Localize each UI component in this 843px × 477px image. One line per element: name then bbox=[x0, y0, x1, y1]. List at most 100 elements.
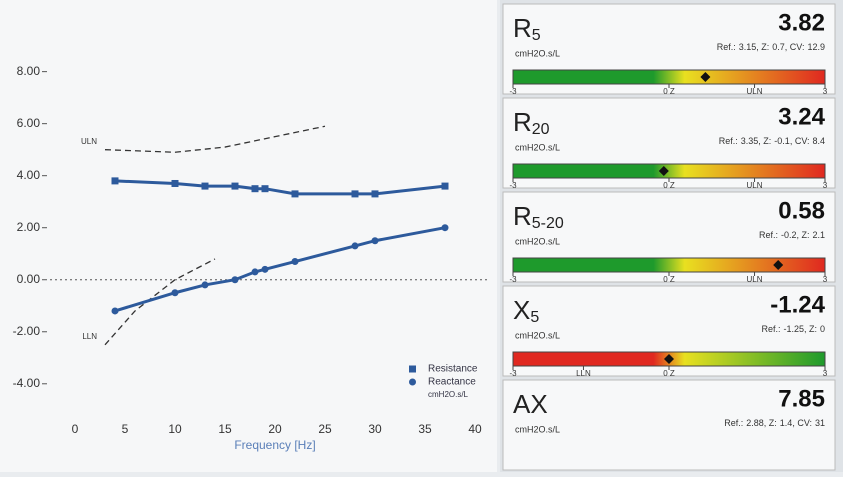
card-bg bbox=[502, 379, 836, 471]
gauge-label: 0 Z bbox=[663, 369, 675, 378]
ref-value: 2.88 bbox=[746, 418, 764, 428]
z-value: 0 bbox=[820, 324, 825, 334]
gauge-label: 3 bbox=[823, 275, 828, 284]
reference-info: Ref.: -0.2, Z: 2.1 bbox=[759, 230, 825, 240]
gauge-label: 0 Z bbox=[663, 181, 675, 190]
gauge-label: 0 Z bbox=[663, 87, 675, 96]
gauge-label: 3 bbox=[823, 87, 828, 96]
result-card: R5-20 0.58 cmH2O.s/L Ref.: -0.2, Z: 2.1 -3 0 Z U… bbox=[502, 191, 836, 284]
parameter-value: 3.82 bbox=[778, 9, 825, 36]
z-value: 0.7 bbox=[772, 42, 785, 52]
z-marker bbox=[664, 354, 674, 364]
result-card: X5 -1.24 cmH2O.s/L Ref.: -1.25, Z: 0 -3 LLN 0 Z 3 bbox=[502, 285, 836, 378]
parameter-name: R5 bbox=[513, 13, 541, 44]
cv-value: 31 bbox=[815, 418, 825, 428]
reference-info: Ref.: 3.35, Z: -0.1, CV: 8.4 bbox=[719, 136, 825, 146]
reference-info: Ref.: 3.15, Z: 0.7, CV: 12.9 bbox=[717, 42, 825, 52]
y-tick-label: 6.00 bbox=[17, 116, 41, 130]
parameter-name: R20 bbox=[513, 107, 550, 138]
result-card: R5 3.82 cmH2O.s/L Ref.: 3.15, Z: 0.7, CV: 12.9… bbox=[502, 3, 836, 96]
unit: cmH2O.s/L bbox=[515, 424, 560, 434]
reference-info: Ref.: 2.88, Z: 1.4, CV: 31 bbox=[724, 418, 825, 428]
gauge-label: -3 bbox=[509, 275, 517, 284]
point bbox=[231, 276, 239, 284]
cv-value: 8.4 bbox=[812, 136, 825, 146]
ref-label: Ref.: bbox=[724, 418, 743, 428]
ref-label: Ref.: bbox=[761, 324, 780, 334]
z-label: , Z: bbox=[804, 324, 817, 334]
point bbox=[351, 190, 359, 198]
z-marker bbox=[658, 166, 669, 176]
point bbox=[201, 281, 209, 289]
point bbox=[231, 182, 239, 190]
parameter-letter: R bbox=[513, 201, 532, 231]
gauge-label: LLN bbox=[576, 369, 591, 378]
gauge-label: 0 Z bbox=[663, 275, 675, 284]
point bbox=[111, 177, 119, 185]
legend-unit: cmH2O.s/L bbox=[428, 390, 469, 399]
ref-value: -0.2 bbox=[781, 230, 797, 240]
series-line bbox=[114, 179, 446, 196]
y-tick-label: 8.00 bbox=[17, 64, 41, 78]
reference-curve bbox=[104, 125, 326, 153]
ref-value: 3.15 bbox=[739, 42, 757, 52]
z-marker bbox=[700, 72, 711, 82]
ref-label: Ref.: bbox=[759, 230, 778, 240]
parameter-name: R5-20 bbox=[513, 201, 564, 232]
ref-label: Ref.: bbox=[719, 136, 738, 146]
point bbox=[371, 237, 379, 245]
x-tick-label: 30 bbox=[368, 422, 382, 436]
point bbox=[371, 190, 379, 198]
z-label: , Z: bbox=[756, 42, 769, 52]
parameter-name: AX bbox=[513, 389, 548, 419]
point bbox=[441, 224, 449, 232]
ref-value: -1.25 bbox=[783, 324, 804, 334]
unit: cmH2O.s/L bbox=[515, 48, 560, 58]
reference-info: Ref.: -1.25, Z: 0 bbox=[761, 324, 825, 334]
ref-label: Ref.: bbox=[717, 42, 736, 52]
point bbox=[171, 289, 179, 297]
parameter-subscript: 5-20 bbox=[532, 215, 564, 232]
parameter-name: X5 bbox=[513, 295, 539, 326]
chart-panel bbox=[0, 0, 497, 472]
gauge-label: -3 bbox=[509, 369, 517, 378]
x-tick-label: 40 bbox=[468, 422, 482, 436]
legend-label: Resistance bbox=[428, 364, 478, 375]
gauge-bar bbox=[512, 69, 826, 85]
x-tick-label: 0 bbox=[72, 422, 79, 436]
gauge-label: -3 bbox=[509, 87, 517, 96]
legend-label: Reactance bbox=[428, 377, 476, 388]
gauge-bar bbox=[512, 163, 826, 179]
x-tick-label: 5 bbox=[122, 422, 129, 436]
parameter-letter: X bbox=[513, 295, 530, 325]
y-tick-label: -2.00 bbox=[13, 324, 41, 338]
unit: cmH2O.s/L bbox=[515, 142, 560, 152]
cv-label: , CV: bbox=[792, 418, 812, 428]
reference-label: LLN bbox=[82, 332, 97, 341]
parameter-value: 3.24 bbox=[778, 103, 825, 130]
gauge-label: 3 bbox=[823, 181, 828, 190]
unit: cmH2O.s/L bbox=[515, 236, 560, 246]
x-tick-label: 15 bbox=[218, 422, 232, 436]
parameter-value: 7.85 bbox=[778, 385, 825, 412]
y-tick-label: 4.00 bbox=[17, 168, 41, 182]
ref-value: 3.35 bbox=[741, 136, 759, 146]
z-label: , Z: bbox=[758, 136, 771, 146]
point bbox=[251, 268, 259, 276]
parameter-subscript: 5 bbox=[532, 27, 541, 44]
series-line bbox=[114, 226, 446, 313]
x-tick-label: 35 bbox=[418, 422, 432, 436]
y-tick-label: -4.00 bbox=[13, 376, 41, 390]
parameter-subscript: 5 bbox=[530, 309, 539, 326]
z-value: 2.1 bbox=[812, 230, 825, 240]
result-card: AX 7.85 cmH2O.s/L Ref.: 2.88, Z: 1.4, CV: 31 bbox=[502, 379, 836, 471]
point bbox=[261, 265, 269, 273]
x-tick-label: 25 bbox=[318, 422, 332, 436]
parameter-letter: R bbox=[513, 13, 532, 43]
x-axis-label: Frequency [Hz] bbox=[234, 438, 315, 452]
reference-curve bbox=[104, 258, 216, 346]
parameter-value: 0.58 bbox=[778, 197, 825, 224]
gauge-label: ULN bbox=[747, 275, 763, 284]
